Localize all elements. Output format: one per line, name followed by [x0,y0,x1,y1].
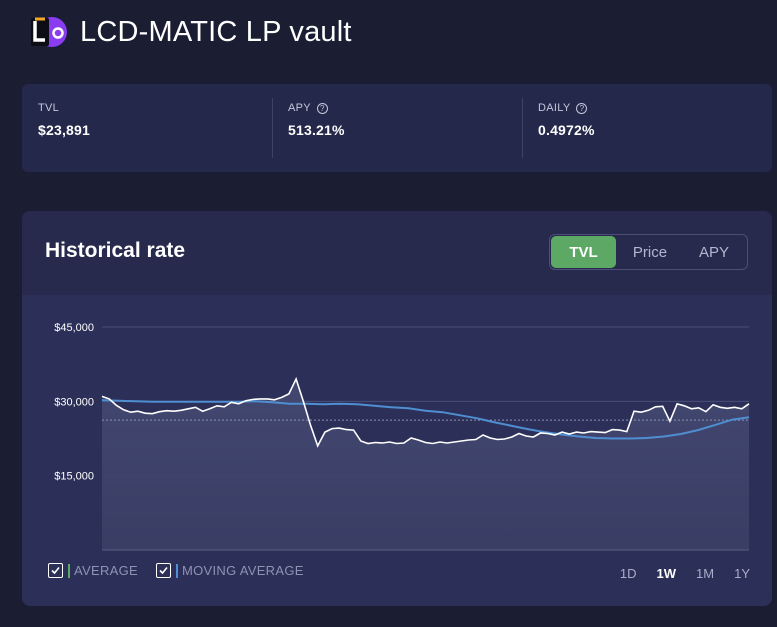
checkbox-checked-icon[interactable] [48,563,63,578]
stat-label: APY [288,102,311,114]
stat-value: $23,891 [38,122,91,138]
y-tick-label: $45,000 [54,322,94,334]
tvl-area [102,379,749,550]
checkbox-checked-icon[interactable] [156,563,171,578]
range-1y[interactable]: 1Y [734,566,750,581]
range-1m[interactable]: 1M [696,566,715,581]
legend-average[interactable]: AVERAGE [48,563,138,578]
tvl-line [101,376,750,448]
legend-label: AVERAGE [74,563,138,578]
legend-moving-average[interactable]: MOVING AVERAGE [156,563,304,578]
range-1d[interactable]: 1D [619,566,637,581]
chart-area: $45,000 $30,000 $15,000 AVERAGE MOVING AVE… [22,295,772,606]
stat-value: 513.21% [288,122,345,138]
help-icon[interactable]: ? [316,102,328,114]
stat-label: TVL [38,102,60,114]
metric-toggle: TVL Price APY [549,234,748,270]
moving-average-color-bar [176,563,178,578]
y-axis-ticks: $45,000 $30,000 $15,000 [54,322,94,483]
stats-panel: TVL $23,891 APY? 513.21% DAILY? 0.4972% [22,84,772,172]
tvl-chart: $45,000 $30,000 $15,000 [54,322,750,551]
page-title: LCD-MATIC LP vault [80,15,352,48]
time-range-selector: 1D 1W 1M 1Y [620,566,750,581]
moving-average-line [101,399,750,440]
card-header: Historical rate TVL Price APY [22,211,772,295]
stat-label: DAILY [538,102,571,114]
tab-price[interactable]: Price [632,243,668,261]
stat-value: 0.4972% [538,122,595,138]
stat-apy: APY? 513.21% [272,84,522,172]
range-1w[interactable]: 1W [656,566,677,581]
chart-legend: AVERAGE MOVING AVERAGE [48,563,322,578]
y-tick-label: $15,000 [54,471,94,483]
historical-rate-card: Historical rate TVL Price APY $45,000 $30… [22,211,772,606]
page-header: LCD-MATIC LP vault [28,14,352,50]
lcd-logo-icon [28,14,68,50]
average-color-bar [68,563,70,578]
card-title: Historical rate [45,239,186,262]
stat-tvl: TVL $23,891 [22,84,272,172]
y-tick-label: $30,000 [54,396,94,408]
legend-label: MOVING AVERAGE [182,563,304,578]
tab-tvl[interactable]: TVL [551,236,616,268]
stat-daily: DAILY? 0.4972% [522,84,772,172]
tab-apy[interactable]: APY [698,243,729,261]
help-icon[interactable]: ? [576,102,588,114]
